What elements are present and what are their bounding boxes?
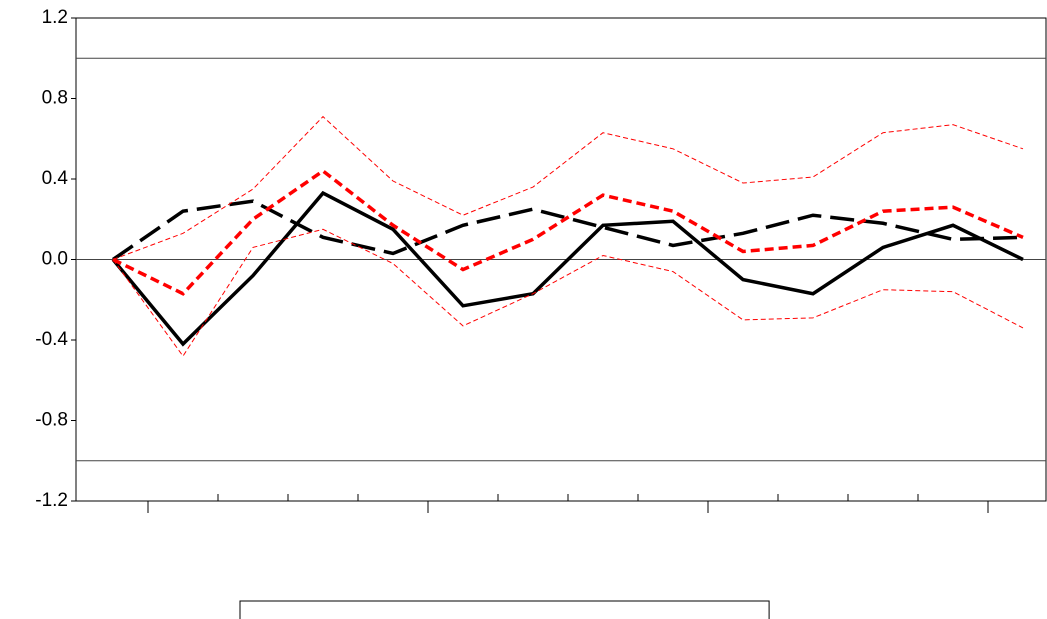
y-tick-label: -1.2 <box>35 490 68 511</box>
y-tick-label: 1.2 <box>42 7 68 28</box>
y-tick-label: 0.8 <box>42 88 68 109</box>
series-line <box>111 190 1024 347</box>
y-tick-label: 0.0 <box>42 249 68 270</box>
legend-box <box>239 600 770 619</box>
series-line <box>112 168 1024 296</box>
y-tick-label: -0.8 <box>35 410 68 431</box>
series-line <box>112 199 1024 261</box>
series-line <box>112 115 1024 260</box>
series-line <box>112 228 1024 357</box>
y-tick-label: -0.4 <box>35 329 68 350</box>
y-tick-label: 0.4 <box>42 168 69 189</box>
legend: LRX +1%LRX -1%Difference <box>239 600 770 619</box>
